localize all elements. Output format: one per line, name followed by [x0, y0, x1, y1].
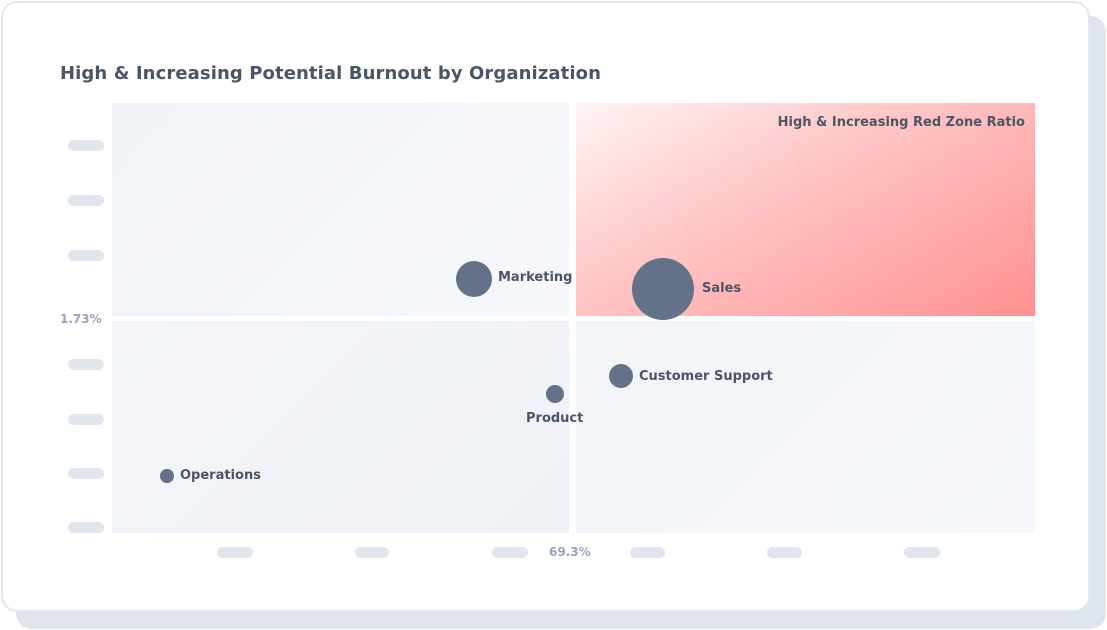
- y-tick-placeholder: [68, 414, 104, 425]
- bubble-label-product: Product: [526, 411, 584, 426]
- bubble-label-sales: Sales: [702, 281, 742, 296]
- x-tick-placeholder: [492, 547, 528, 558]
- bubble-operations[interactable]: [160, 469, 174, 483]
- x-threshold-label: 69.3%: [549, 545, 591, 559]
- bubble-label-customer-support: Customer Support: [639, 369, 773, 384]
- y-tick-placeholder: [68, 250, 104, 261]
- y-tick-placeholder: [68, 468, 104, 479]
- quadrant-bottom-left: [112, 321, 569, 533]
- y-tick-placeholder: [68, 195, 104, 206]
- x-tick-placeholder: [355, 547, 389, 558]
- quadrant-top-left: [112, 103, 569, 316]
- chart-title: High & Increasing Potential Burnout by O…: [60, 63, 602, 84]
- y-tick-placeholder: [68, 359, 104, 370]
- x-tick-placeholder: [904, 547, 940, 558]
- red-zone-label: High & Increasing Red Zone Ratio: [777, 115, 1025, 130]
- bubble-marketing[interactable]: [456, 261, 492, 297]
- x-tick-placeholder: [217, 547, 253, 558]
- x-tick-placeholder: [630, 547, 665, 558]
- bubble-sales[interactable]: [632, 258, 694, 320]
- y-threshold-label: 1.73%: [60, 312, 102, 326]
- bubble-label-operations: Operations: [180, 468, 261, 483]
- bubble-label-marketing: Marketing: [498, 270, 573, 285]
- x-tick-placeholder: [767, 547, 802, 558]
- y-tick-placeholder: [68, 522, 104, 533]
- bubble-product[interactable]: [546, 385, 564, 403]
- y-tick-placeholder: [68, 140, 104, 151]
- bubble-customer-support[interactable]: [609, 364, 633, 388]
- quadrant-bottom-right: [576, 321, 1035, 533]
